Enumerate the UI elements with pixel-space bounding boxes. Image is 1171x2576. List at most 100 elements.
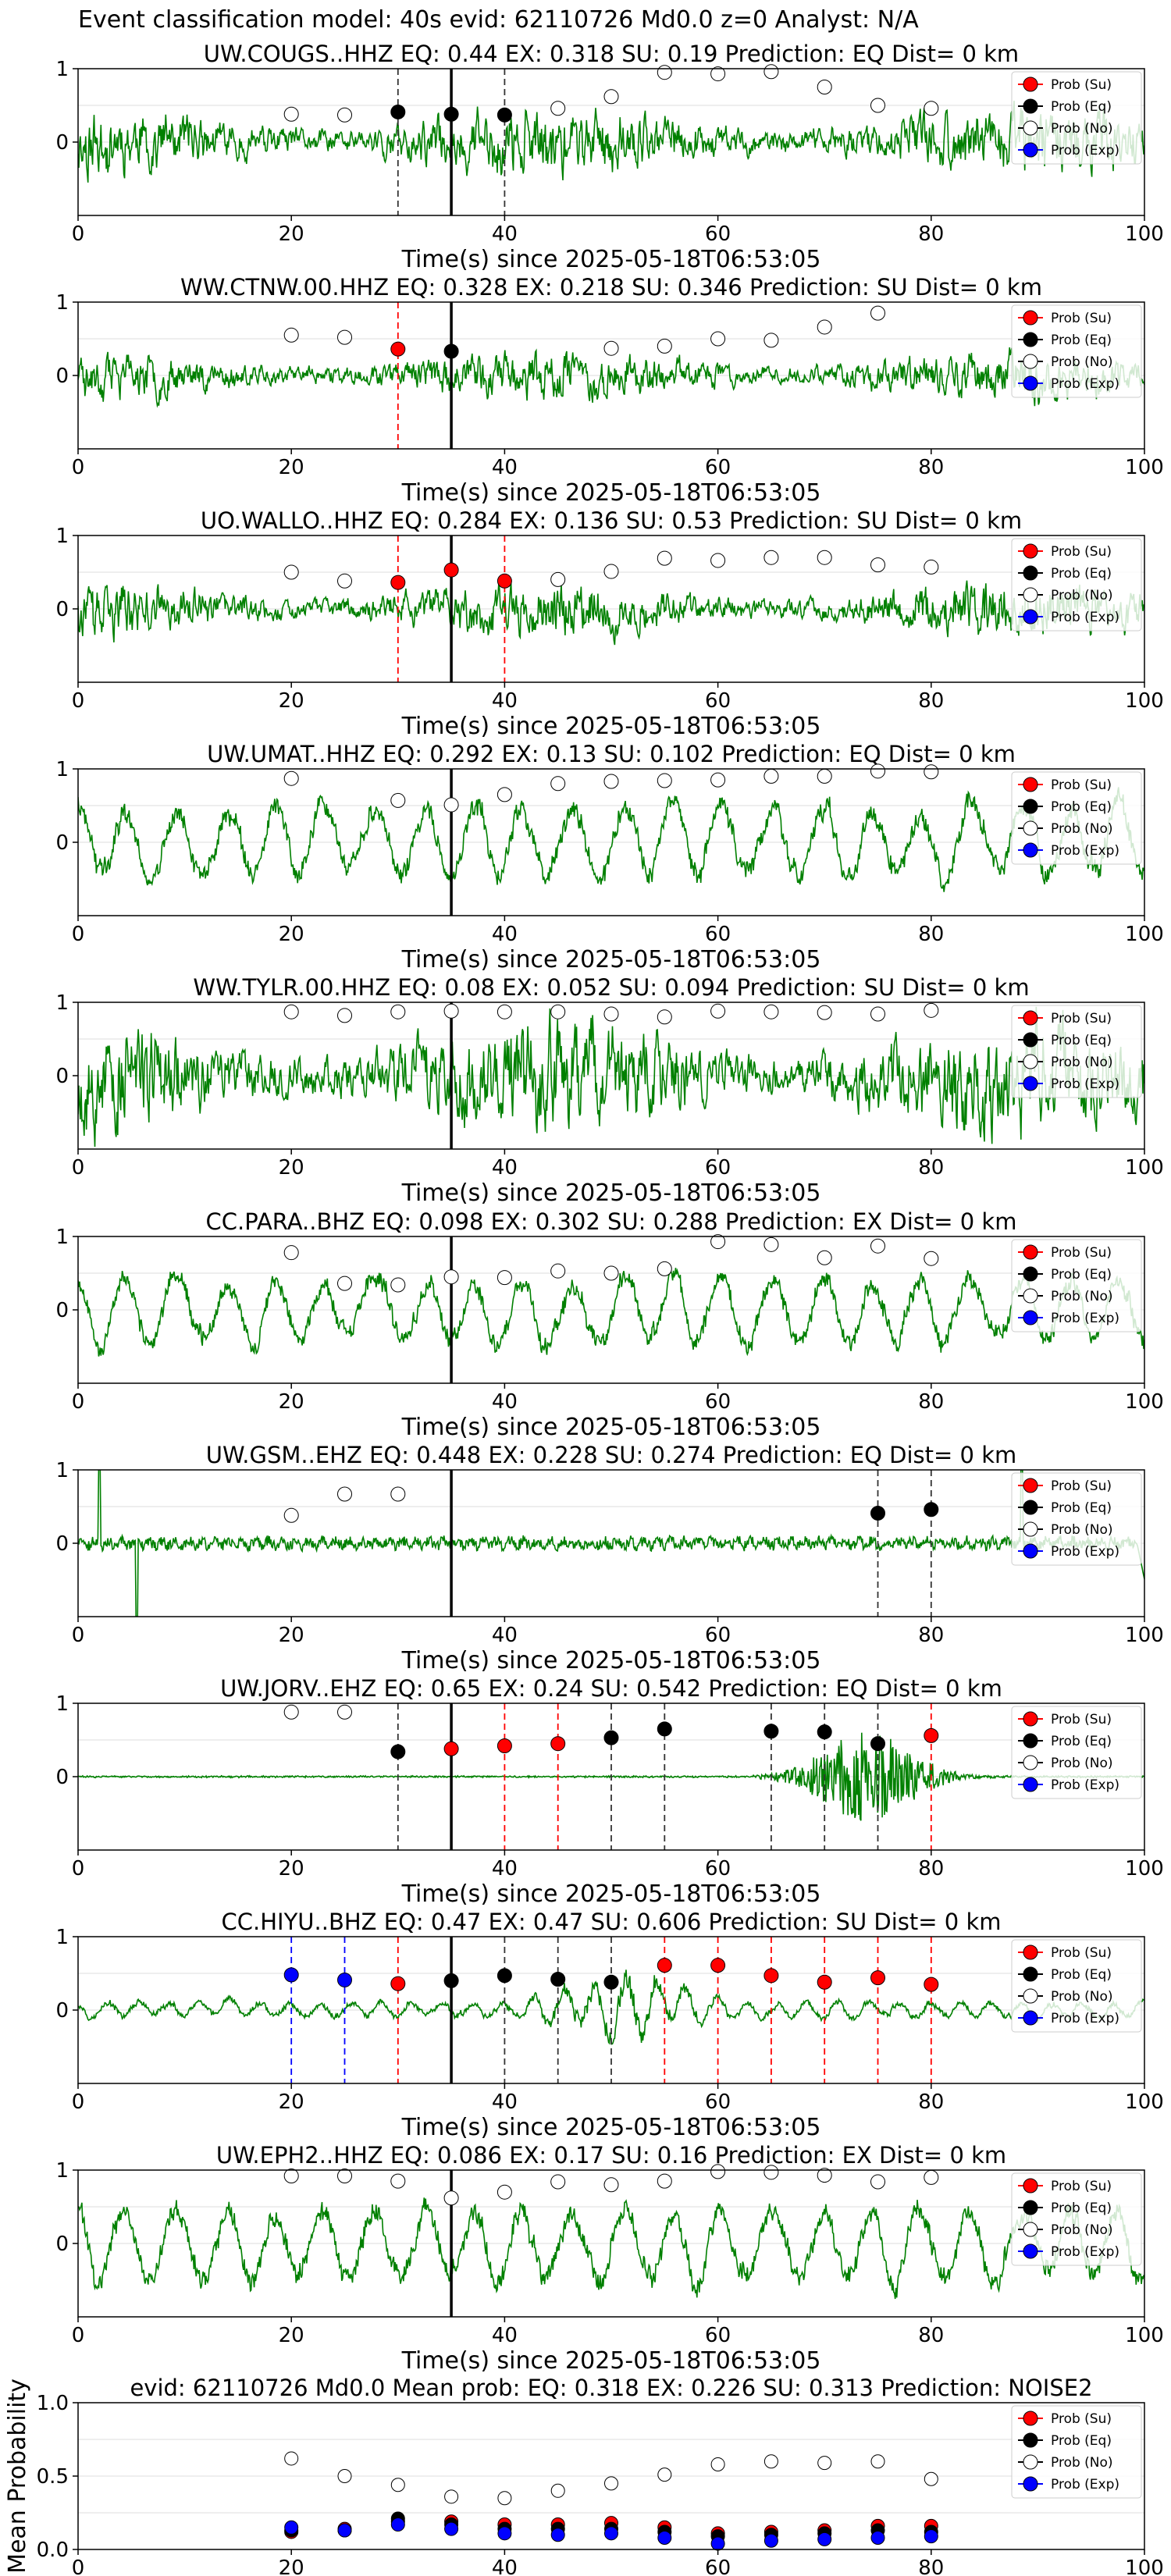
mean-prob-point-exp [550,2528,565,2542]
legend-label: Prob (Su) [1051,544,1112,560]
legend-marker-exp [1023,1310,1038,1325]
prob-point-eq [497,107,512,123]
prob-point-no [283,1507,299,1523]
subplot-1: UW.COUGS..HHZ EQ: 0.44 EX: 0.318 SU: 0.1… [55,41,1163,273]
legend-marker-exp [1023,2010,1038,2026]
legend-label: Prob (Su) [1051,777,1112,793]
legend-box [1011,1005,1142,1098]
mean-prob-point-no [604,2476,618,2491]
x-tick-label: 100 [1125,1156,1164,1179]
y-axis-label: Mean Probability [4,2379,31,2574]
subplot-5: WW.TYLR.00.HHZ EQ: 0.08 EX: 0.052 SU: 0.… [55,974,1163,1207]
prob-point-no [763,1236,779,1252]
prob-point-no [924,2169,939,2185]
subplot-10: UW.EPH2..HHZ EQ: 0.086 EX: 0.17 SU: 0.16… [55,2142,1163,2375]
legend-label: Prob (Su) [1051,77,1112,93]
x-tick-label: 0 [72,1857,85,1880]
prob-point-no [390,2173,406,2189]
prob-point-su [710,1958,726,1973]
legend-label: Prob (No) [1051,1522,1113,1538]
legend-marker-su [1023,543,1038,559]
mean-prob-point-no [550,2483,565,2498]
subplot-11: evid: 62110726 Md0.0 Mean prob: EQ: 0.31… [4,2375,1164,2576]
x-tick-label: 80 [918,2324,944,2347]
prob-point-no [550,101,566,116]
waveform-trace [78,347,1144,408]
subplot-4: UW.UMAT..HHZ EQ: 0.292 EX: 0.13 SU: 0.10… [55,741,1163,973]
legend-marker-su [1023,2178,1038,2194]
legend-label: Prob (Eq) [1051,2433,1112,2449]
x-tick-label: 40 [492,923,518,946]
legend-label: Prob (Eq) [1051,1734,1112,1749]
legend-marker-no [1023,120,1038,136]
x-tick-label: 20 [279,1857,304,1880]
y-tick-label: 0 [55,2233,69,2256]
subplot-title: UO.WALLO..HHZ EQ: 0.284 EX: 0.136 SU: 0.… [201,507,1022,534]
subplot-title: UW.GSM..EHZ EQ: 0.448 EX: 0.228 SU: 0.27… [206,1442,1017,1468]
legend: Prob (Su) Prob (Eq) Prob (No) Prob (Exp) [1011,71,1142,165]
mean-prob-point-exp [657,2530,672,2545]
mean-prob-point-no [497,2491,512,2506]
subplot-title: CC.HIYU..BHZ EQ: 0.47 EX: 0.47 SU: 0.606… [222,1909,1002,1935]
x-tick-label: 60 [705,2556,731,2576]
legend-marker-no [1023,820,1038,836]
legend-marker-su [1023,777,1038,792]
legend-marker-exp [1023,142,1038,158]
mean-prob-point-no [817,2456,832,2471]
legend-marker-su [1023,1244,1038,1260]
mean-prob-point-no [337,2469,352,2483]
legend-marker-su [1023,1944,1038,1960]
legend-label: Prob (Eq) [1051,566,1112,582]
legend-marker-eq [1023,799,1038,814]
prob-point-no [337,329,352,345]
prob-point-no [497,787,512,802]
prob-point-no [657,1261,672,1276]
x-tick-label: 40 [492,2324,518,2347]
y-tick-label: 0 [55,1999,69,2023]
prob-point-no [337,1276,352,1291]
prob-point-su [924,1976,939,1992]
prob-point-eq [870,1505,885,1521]
x-axis-label: Time(s) since 2025-05-18T06:53:05 [401,246,821,273]
prob-point-no [603,340,619,356]
y-tick-label: 1 [55,1459,69,1482]
prob-point-su [924,1727,939,1743]
x-tick-label: 80 [918,923,944,946]
legend: Prob (Su) Prob (Eq) Prob (No) Prob (Exp) [1011,2405,1142,2499]
legend: Prob (Su) Prob (Eq) Prob (No) Prob (Exp) [1011,1005,1142,1098]
legend-label: Prob (Eq) [1051,799,1112,815]
x-tick-label: 0 [72,1624,85,1647]
legend-label: Prob (Eq) [1051,2201,1112,2216]
x-tick-label: 40 [492,2090,518,2114]
subplot-3: UO.WALLO..HHZ EQ: 0.284 EX: 0.136 SU: 0.… [55,507,1163,740]
legend-marker-no [1023,2222,1038,2237]
prob-point-eq [763,1724,779,1739]
legend-label: Prob (Exp) [1051,1076,1119,1092]
prob-point-eq [603,1730,619,1745]
prob-point-su [497,1738,512,1754]
mean-prob-point-no [710,2457,725,2471]
waveform-trace [78,100,1144,183]
legend-box [1011,2172,1142,2266]
subplot-title: UW.EPH2..HHZ EQ: 0.086 EX: 0.17 SU: 0.16… [216,2142,1006,2169]
prob-point-no [550,1263,566,1279]
prob-point-no [924,1002,939,1018]
mean-prob-point-no [763,2454,778,2469]
prob-point-no [657,338,672,354]
prob-point-no [550,1004,566,1019]
mean-prob-point-no [924,2471,938,2486]
prob-point-no [924,1251,939,1266]
y-tick-label: 1 [55,291,69,315]
mean-prob-point-no [657,2467,672,2482]
x-tick-label: 40 [492,1156,518,1179]
prob-point-no [390,1004,406,1019]
prob-point-no [337,2169,352,2184]
x-tick-label: 20 [279,1390,304,1414]
mean-prob-point-exp [497,2526,512,2541]
prob-point-no [283,770,299,786]
prob-point-eq [497,1968,512,1984]
legend-box [1011,1706,1142,1799]
legend-label: Prob (Exp) [1051,1777,1119,1793]
subplot-title: CC.PARA..BHZ EQ: 0.098 EX: 0.302 SU: 0.2… [206,1208,1017,1235]
